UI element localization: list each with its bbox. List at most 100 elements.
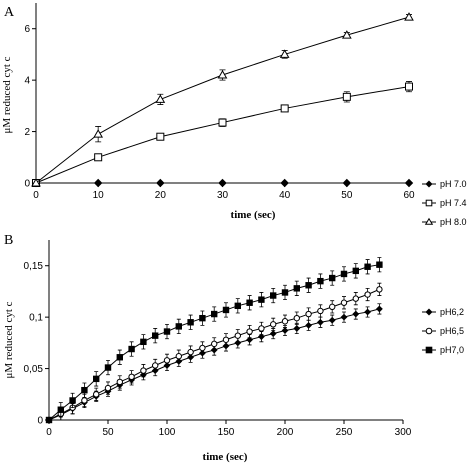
panel-a-x-axis-label: time (sec) xyxy=(231,209,276,221)
data-point xyxy=(69,397,76,404)
data-point xyxy=(404,178,414,188)
data-point xyxy=(128,373,135,380)
y-tick-label: 6 xyxy=(24,24,30,35)
panel-a-y-axis-label: μM reduced cyt c xyxy=(1,56,13,133)
data-point xyxy=(281,318,289,325)
data-point xyxy=(234,302,242,310)
data-point xyxy=(269,330,277,338)
data-point xyxy=(31,177,41,187)
data-point xyxy=(328,316,336,324)
x-tick-label: 300 xyxy=(395,427,412,438)
data-point xyxy=(364,308,372,316)
data-point xyxy=(281,327,289,334)
data-point xyxy=(93,391,100,398)
data-point xyxy=(116,354,123,361)
data-point xyxy=(152,332,159,339)
b-axis-lines xyxy=(48,240,403,421)
panel-b-legend: pH6,2 pH6,5 pH7,0 xyxy=(422,307,464,355)
panel-a-label: A xyxy=(4,5,15,20)
data-point xyxy=(81,397,88,404)
y-tick-label: 4 xyxy=(24,76,30,87)
data-point xyxy=(155,94,166,103)
data-point xyxy=(45,416,53,424)
data-point xyxy=(93,178,103,188)
data-point xyxy=(218,118,227,127)
legend-marker xyxy=(425,180,433,188)
legend-marker xyxy=(425,327,433,335)
legend-marker xyxy=(424,217,434,225)
data-point xyxy=(340,313,348,321)
x-tick-label: 50 xyxy=(341,190,353,201)
data-point xyxy=(305,321,313,329)
data-point xyxy=(293,314,300,322)
series-ph7-0 xyxy=(45,257,383,424)
panel-b-x-axis-label: time (sec) xyxy=(203,451,248,463)
series-ph-7-4 xyxy=(32,81,413,187)
series-ph-7-0 xyxy=(31,178,414,188)
legend-label: pH 7.0 xyxy=(440,179,467,189)
series-ph6-5 xyxy=(45,282,383,424)
a-axis-lines xyxy=(35,3,409,184)
x-tick-label: 10 xyxy=(93,190,105,201)
y-tick-label: 0 xyxy=(24,179,30,190)
data-point xyxy=(352,310,360,318)
legend-marker xyxy=(425,346,433,354)
data-point xyxy=(199,344,206,352)
data-point xyxy=(352,267,360,275)
data-point xyxy=(342,92,351,101)
series-line xyxy=(48,308,380,421)
legend-label: pH 8.0 xyxy=(440,217,467,227)
x-tick-label: 200 xyxy=(277,427,294,438)
data-point xyxy=(329,303,336,311)
data-point xyxy=(104,364,112,371)
data-point xyxy=(218,178,227,188)
data-point xyxy=(341,30,352,39)
data-point xyxy=(317,277,324,285)
data-point xyxy=(340,270,348,278)
data-point xyxy=(152,362,159,369)
data-point xyxy=(187,319,194,326)
data-point xyxy=(246,299,253,306)
x-tick-label: 40 xyxy=(279,190,291,201)
data-point xyxy=(217,69,228,79)
data-point xyxy=(405,82,413,91)
data-point xyxy=(280,178,289,188)
data-point xyxy=(376,261,383,268)
data-point xyxy=(128,345,135,353)
data-point xyxy=(116,378,124,386)
y-tick-label: 0 xyxy=(37,416,43,427)
data-point xyxy=(316,318,324,326)
x-tick-label: 30 xyxy=(217,190,229,201)
y-tick-label: 2 xyxy=(24,127,30,138)
data-point xyxy=(342,178,352,188)
data-point xyxy=(81,386,88,394)
x-tick-label: 50 xyxy=(102,427,114,438)
panel-b-axes xyxy=(48,240,403,421)
x-tick-label: 100 xyxy=(159,427,176,438)
legend-label: pH 7.4 xyxy=(440,198,467,208)
panel-a-series xyxy=(31,12,414,188)
panel-a-axes xyxy=(35,3,409,184)
data-point xyxy=(258,296,265,303)
y-tick-label: 0,05 xyxy=(24,364,44,375)
data-point xyxy=(305,282,312,289)
data-point xyxy=(375,305,383,313)
x-tick-label: 150 xyxy=(218,427,235,438)
data-point xyxy=(293,285,301,292)
x-tick-label: 250 xyxy=(336,427,353,438)
data-point xyxy=(317,307,324,315)
data-point xyxy=(104,384,112,392)
data-point xyxy=(270,321,277,328)
panel-a-ticks: 0 10 20 30 40 50 60 0 2 4 6 xyxy=(24,24,415,201)
panel-b-series xyxy=(45,257,383,424)
legend-label: pH7,0 xyxy=(440,345,464,355)
panel-a-legend: pH 7.0 pH 7.4 pH 8.0 xyxy=(422,179,467,227)
y-tick-label: 0,15 xyxy=(24,261,44,272)
series-ph-8-0 xyxy=(31,12,414,187)
data-point xyxy=(156,132,165,141)
data-point xyxy=(57,406,64,413)
series-line xyxy=(35,16,410,184)
data-point xyxy=(280,104,289,113)
legend-marker xyxy=(425,199,433,207)
